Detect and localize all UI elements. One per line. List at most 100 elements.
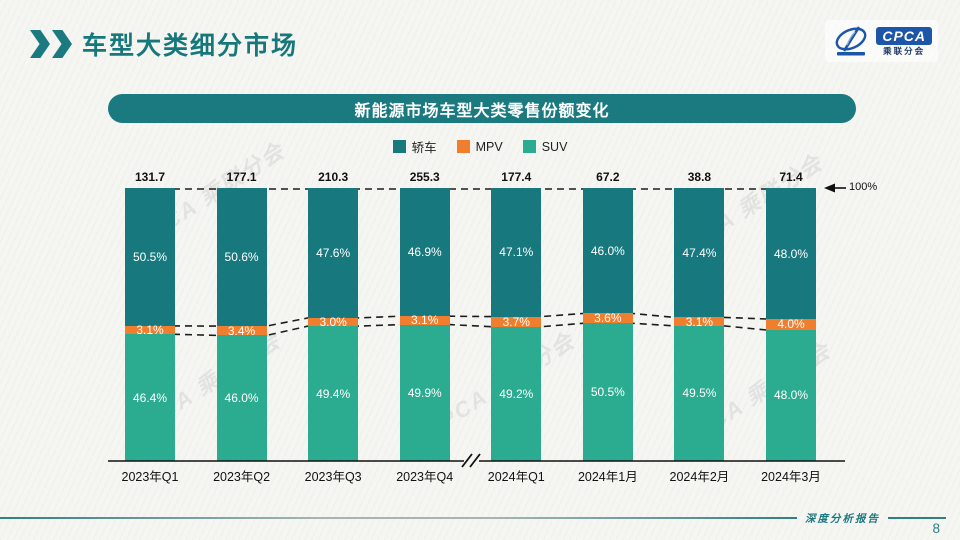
- legend-swatch-sedan: [392, 140, 406, 153]
- segment-label-suv: 46.0%: [224, 391, 259, 406]
- x-axis-label: 2023年Q4: [396, 470, 454, 484]
- footer-divider: [0, 517, 797, 519]
- chart-title: 新能源市场车型大类零售份额变化: [354, 102, 610, 120]
- x-axis-label: 2024年1月: [577, 470, 638, 484]
- page-number: 8: [932, 521, 940, 536]
- segment-label-mpv: 3.6%: [594, 311, 622, 326]
- bar-segment-mpv: 4.0%: [766, 317, 816, 332]
- x-axis-label: 2024年Q1: [487, 470, 545, 484]
- segment-label-mpv: 3.4%: [227, 323, 256, 338]
- bar-segment-suv: 46.0%: [216, 335, 267, 461]
- segment-label-sedan: 48.0%: [773, 246, 809, 261]
- cpca-logo: CPCA 乘联分会: [825, 20, 938, 62]
- header: 车型大类细分市场: [30, 26, 298, 62]
- segment-label-mpv: 3.1%: [136, 323, 164, 338]
- segment-label-mpv: 4.0%: [777, 317, 805, 332]
- bar-segment-suv: 48.0%: [766, 329, 816, 461]
- bar-segment-mpv: 3.6%: [582, 311, 633, 326]
- bar-segment-sedan: 50.5%: [125, 188, 175, 326]
- bar-total-label: 210.3: [318, 170, 349, 184]
- chevron-right-icon: [52, 30, 72, 58]
- bar-total-label: 177.1: [226, 170, 257, 184]
- segment-label-mpv: 3.1%: [411, 313, 439, 328]
- segment-label-suv: 49.9%: [407, 385, 442, 400]
- bar-column: 50.6% 3.4% 46.0%: [216, 188, 267, 461]
- bar-segment-mpv: 3.4%: [216, 323, 267, 338]
- footer-report-label: 深度分析报告: [805, 513, 880, 525]
- segment-label-sedan: 47.6%: [316, 245, 351, 260]
- x-axis-label: 2024年2月: [669, 470, 730, 484]
- bar-segment-mpv: 3.1%: [125, 323, 175, 338]
- segment-label-suv: 49.4%: [316, 386, 351, 401]
- bar-segment-suv: 49.5%: [674, 325, 725, 461]
- bar-segment-sedan: 46.0%: [582, 188, 633, 314]
- bar-segment-suv: 50.5%: [582, 323, 633, 461]
- legend-item-sedan: 轿车: [392, 137, 437, 156]
- x-axis-label: 2023年Q1: [121, 470, 179, 484]
- bar-segment-suv: 46.4%: [125, 334, 175, 461]
- bar-column: 50.5% 3.1% 46.4%: [125, 188, 175, 461]
- bar-segment-sedan: 48.0%: [766, 188, 816, 320]
- segment-label-sedan: 50.6%: [224, 250, 259, 265]
- segment-label-sedan: 46.0%: [590, 243, 625, 258]
- cpca-swoosh-icon: [835, 26, 867, 56]
- segment-label-sedan: 46.9%: [407, 245, 442, 260]
- legend-label-suv: SUV: [541, 139, 568, 154]
- bar-column: 47.6% 3.0% 49.4%: [308, 188, 359, 461]
- legend-swatch-mpv: [456, 140, 470, 153]
- x-axis-label: 2023年Q2: [213, 470, 271, 484]
- bar-segment-sedan: 46.9%: [399, 188, 450, 317]
- reference-line-label: 100%: [849, 181, 878, 193]
- cpca-logo-text: CPCA 乘联分会: [876, 26, 932, 56]
- bar-column: 48.0% 4.0% 48.0%: [766, 188, 816, 461]
- chart-legend: 轿车 MPV SUV: [0, 137, 960, 156]
- bar-column: 47.1% 3.7% 49.2%: [491, 188, 542, 461]
- chevron-right-icon: [30, 30, 50, 58]
- cpca-name: 乘联分会: [883, 45, 926, 56]
- bar-segment-mpv: 3.7%: [491, 314, 542, 329]
- bar-total-label: 131.7: [134, 170, 166, 184]
- footer: 深度分析报告: [0, 511, 946, 525]
- segment-label-mpv: 3.7%: [502, 314, 530, 329]
- bar-segment-sedan: 47.6%: [308, 188, 359, 318]
- bar-segment-mpv: 3.1%: [399, 313, 450, 328]
- bar-segment-sedan: 50.6%: [216, 188, 267, 327]
- segment-label-sedan: 47.1%: [499, 245, 534, 260]
- legend-label-sedan: 轿车: [411, 141, 437, 155]
- segment-label-suv: 49.2%: [499, 386, 534, 401]
- segment-label-suv: 49.5%: [682, 386, 717, 401]
- segment-label-suv: 46.4%: [132, 390, 168, 405]
- bar-segment-suv: 49.9%: [399, 324, 450, 461]
- bar-total-label: 67.2: [596, 170, 620, 184]
- bar-segment-suv: 49.4%: [308, 326, 359, 461]
- segment-label-suv: 50.5%: [590, 385, 625, 400]
- bar-total-label: 38.8: [687, 170, 712, 184]
- segment-label-suv: 48.0%: [773, 388, 809, 403]
- footer-divider: [888, 517, 946, 519]
- chart-title-banner: 新能源市场车型大类零售份额变化: [108, 94, 856, 123]
- bar-column: 46.0% 3.6% 50.5%: [582, 188, 633, 461]
- bar-segment-sedan: 47.4%: [674, 188, 725, 318]
- legend-item-suv: SUV: [522, 137, 568, 156]
- cpca-abbr: CPCA: [876, 26, 932, 45]
- legend-item-mpv: MPV: [456, 137, 503, 156]
- bar-total-label: 71.4: [779, 170, 803, 184]
- x-axis-label: 2024年3月: [761, 470, 821, 484]
- segment-label-mpv: 3.1%: [685, 314, 714, 329]
- bar-segment-sedan: 47.1%: [491, 188, 542, 317]
- x-axis-label: 2023年Q3: [304, 470, 362, 484]
- bar-segment-suv: 49.2%: [491, 326, 542, 461]
- page-title: 车型大类细分市场: [82, 32, 299, 60]
- bar-total-label: 177.4: [501, 170, 532, 184]
- bar-segment-mpv: 3.0%: [308, 315, 359, 329]
- segment-label-sedan: 50.5%: [132, 249, 168, 264]
- bar-column: 46.9% 3.1% 49.9%: [399, 188, 450, 461]
- bar-column: 47.4% 3.1% 49.5%: [674, 188, 725, 461]
- double-chevron-icon: [30, 30, 72, 58]
- bar-segment-mpv: 3.1%: [674, 315, 725, 329]
- legend-label-mpv: MPV: [475, 139, 503, 154]
- bar-total-label: 255.3: [409, 170, 440, 184]
- segment-label-sedan: 47.4%: [682, 245, 717, 260]
